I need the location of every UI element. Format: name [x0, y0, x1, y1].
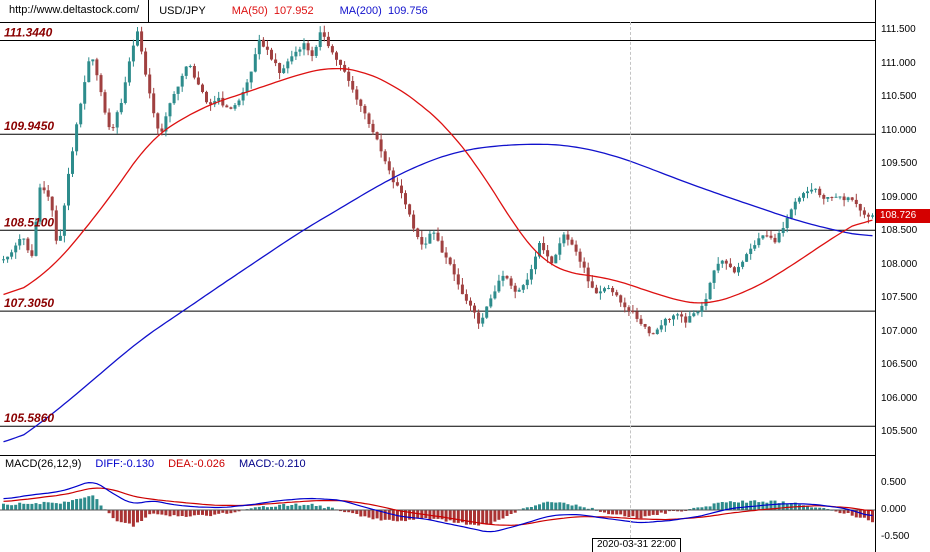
price-tick-label: 106.000 [881, 393, 918, 404]
level-label: 108.5100 [4, 215, 54, 229]
macd-params-label: MACD(26,12,9) [5, 457, 82, 470]
price-tick-label: 111.500 [881, 24, 916, 35]
price-tick-label: 106.500 [881, 359, 918, 370]
macd-chart-canvas[interactable] [0, 470, 875, 552]
price-tick-label: 111.000 [881, 58, 916, 69]
macd-dea-label: DEA:-0.026 [168, 457, 225, 470]
ma50-value: 107.952 [273, 5, 314, 17]
price-tick-label: 108.500 [881, 225, 918, 236]
price-tick-label: 110.500 [881, 91, 917, 102]
macd-diff-line [3, 481, 873, 533]
ma50-label: MA(50) [231, 5, 268, 17]
price-tick-label: 107.000 [881, 326, 918, 337]
macd-tick-label: -0.500 [881, 531, 910, 542]
current-price-badge: 108.726 [876, 209, 930, 223]
ma200-label: MA(200) [339, 5, 382, 17]
level-label: 111.3440 [4, 26, 53, 40]
price-tick-label: 109.500 [881, 158, 918, 169]
price-axis[interactable]: 111.500 111.000 110.500 110.000 109.500 109.0… [875, 0, 930, 552]
price-chart-canvas[interactable]: 111.3440 109.9450 108.5100 107.3050 105.5860 [0, 22, 875, 455]
macd-dea-line [3, 487, 873, 526]
macd-diff-label: DIFF:-0.130 [95, 457, 155, 470]
macd-tick-label: 0.500 [881, 477, 907, 488]
ma50-legend: MA(50) 107.952 [232, 5, 314, 17]
level-label: 105.5860 [4, 411, 54, 425]
price-tick-label: 107.500 [881, 292, 918, 303]
ma200-value: 109.756 [387, 5, 428, 17]
level-label: 107.3050 [4, 296, 54, 310]
ma200-line [3, 143, 873, 443]
site-url-label: http://www.deltastock.com/ [0, 0, 150, 22]
price-tick-label: 105.500 [881, 426, 918, 437]
crosshair-vertical-line [630, 22, 631, 538]
symbol-label: USD/JPY [159, 5, 206, 17]
price-tick-label: 109.000 [881, 192, 918, 203]
price-tick-label: 110.000 [881, 125, 917, 136]
candles [2, 25, 874, 337]
price-tick-label: 108.000 [881, 259, 918, 270]
panel-divider [0, 455, 875, 456]
macd-tick-label: 0.000 [881, 504, 907, 515]
ma200-legend: MA(200) 109.756 [340, 5, 428, 17]
macd-value-label: MACD:-0.210 [238, 457, 306, 470]
ma50-line [3, 67, 873, 304]
crosshair-time-label: 2020-03-31 22:00 [592, 538, 681, 552]
chart-header: http://www.deltastock.com/ USD/JPY MA(50… [0, 0, 930, 23]
macd-header: MACD(26,12,9) DIFF:-0.130 DEA:-0.026 MAC… [5, 457, 306, 470]
level-label: 109.9450 [4, 119, 54, 133]
